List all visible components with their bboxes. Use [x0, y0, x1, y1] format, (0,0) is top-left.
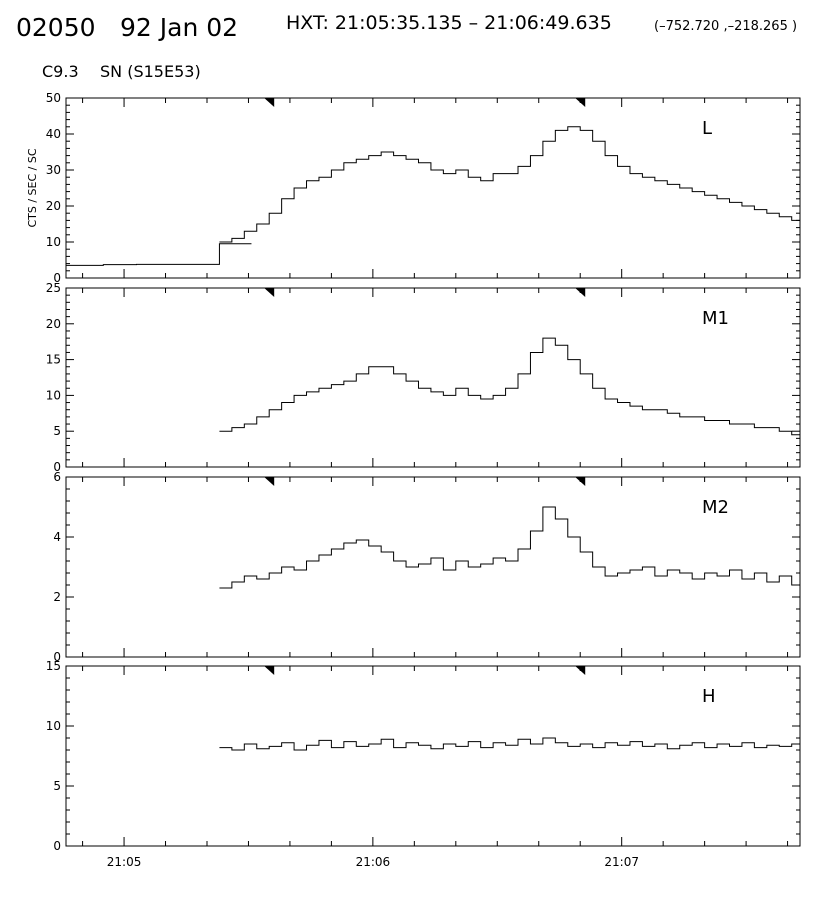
accumulation-marker	[575, 288, 586, 297]
accumulation-marker	[575, 477, 586, 486]
y-axis-label: CTS / SEC / SC	[26, 148, 39, 227]
observation-date: 92 Jan 02	[120, 13, 239, 42]
y-tick-label: 5	[53, 779, 61, 793]
accumulation-marker	[264, 98, 275, 107]
y-tick-label: 40	[46, 127, 61, 141]
y-tick-label: 4	[53, 530, 61, 544]
count-rate-series	[66, 243, 252, 266]
panel-m1: 0 5 10 15 20 25 M1	[46, 281, 801, 474]
hxt-interval: HXT: 21:05:35.135 – 21:06:49.635	[286, 12, 612, 34]
y-tick-label: 0	[53, 460, 61, 474]
y-tick-label: 2	[53, 590, 61, 604]
y-tick-label: 10	[46, 388, 61, 402]
x-tick-label: 21:07	[604, 855, 639, 869]
plot-frame	[65, 665, 801, 847]
x-tick-label: 21:05	[107, 855, 142, 869]
y-tick-label: 20	[46, 317, 61, 331]
plot-frame	[65, 476, 801, 658]
accumulation-marker	[575, 666, 586, 675]
count-rate-series	[219, 737, 801, 751]
plot-frame	[65, 287, 801, 468]
flare-coordinates: (–752.720 ,–218.265 )	[654, 19, 798, 34]
y-tick-label: 15	[46, 353, 61, 367]
y-tick-label: 30	[46, 163, 61, 177]
flare-id: 02050	[16, 13, 96, 42]
panel-h: 0 5 10 15 H	[46, 659, 801, 853]
goes-class: C9.3	[42, 62, 79, 81]
accumulation-marker	[264, 288, 275, 297]
panel-label: M2	[702, 497, 729, 518]
y-tick-label: 25	[46, 281, 61, 295]
accumulation-marker	[575, 98, 586, 107]
panel-l: 0 10 20 30 40 50 L CTS / SEC / SC	[26, 91, 801, 285]
panel-label: L	[702, 118, 712, 139]
y-tick-label: 10	[46, 719, 61, 733]
count-rate-series	[219, 126, 801, 243]
panel-label: M1	[702, 308, 729, 329]
plot-frame	[65, 97, 801, 279]
y-tick-label: 50	[46, 91, 61, 105]
y-tick-label: 0	[53, 650, 61, 664]
y-tick-label: 15	[46, 659, 61, 673]
accumulation-marker	[264, 666, 275, 675]
y-tick-label: 6	[53, 470, 61, 484]
y-tick-label: 0	[53, 271, 61, 285]
panel-m2: 0 2 4 6 M2	[53, 470, 801, 664]
count-rate-series	[219, 337, 801, 436]
count-rate-series	[219, 506, 801, 589]
flare-source: SN (S15E53)	[100, 62, 201, 81]
y-tick-label: 0	[53, 839, 61, 853]
accumulation-marker	[264, 477, 275, 486]
y-tick-label: 10	[46, 235, 61, 249]
panel-label: H	[702, 686, 716, 707]
x-tick-label: 21:06	[356, 855, 391, 869]
y-tick-label: 5	[53, 424, 61, 438]
y-tick-label: 20	[46, 199, 61, 213]
